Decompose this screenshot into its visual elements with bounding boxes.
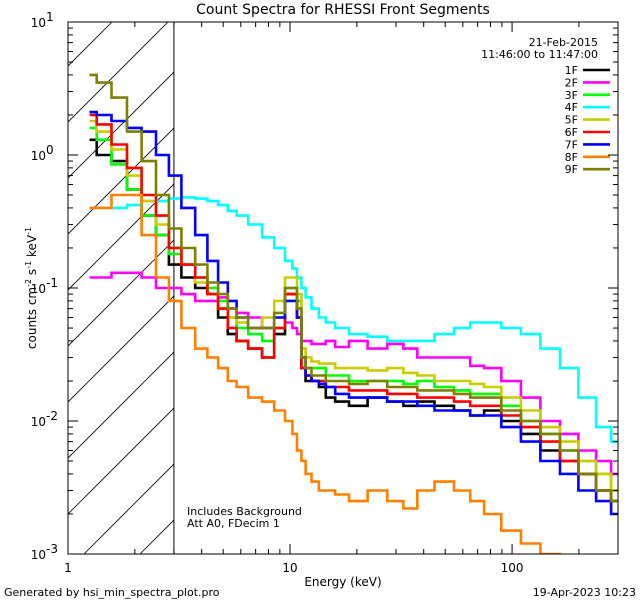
y-axis-label-exp3: -1 (24, 227, 33, 235)
hatch-line (68, 295, 174, 403)
series-line-4f (89, 196, 618, 443)
hatch-line (68, 22, 169, 123)
legend-label-7f: 7F (565, 138, 578, 151)
time-range-label: 11:46:00 to 11:47:00 (481, 48, 598, 61)
series-line-9f (89, 73, 618, 503)
x-axis-label: Energy (keV) (304, 575, 381, 589)
hatch-line (68, 407, 174, 515)
y-tick-exponent: 1 (46, 10, 54, 24)
note-background: Includes Background (187, 505, 302, 518)
x-tick-labels: 1 10 100 (64, 561, 523, 575)
hatch-line (68, 351, 174, 459)
footer-generated-by: Generated by hsi_min_spectra_plot.pro (4, 586, 220, 599)
y-tick-exponent: 0 (46, 143, 54, 157)
note-attenuator: Att A0, FDecim 1 (187, 517, 280, 530)
y-axis-label-exp1: -2 (24, 279, 33, 287)
date-label: 21-Feb-2015 (529, 36, 598, 49)
plot-frame (67, 21, 619, 555)
x-tick-label: 1 (64, 561, 72, 575)
series-line-8f (89, 193, 562, 554)
y-axis-label: counts cm-2 s-1 keV-1 (24, 227, 39, 349)
y-tick-label: 10 (31, 282, 46, 296)
y-tick-exponent: -2 (46, 409, 58, 423)
y-axis-label-main: counts cm (25, 287, 39, 349)
x-tick-label: 100 (501, 561, 524, 575)
hatch-lines (68, 0, 640, 554)
legend-label-5f: 5F (565, 114, 578, 127)
hatch-line (252, 0, 640, 554)
hatch-line (68, 239, 174, 347)
series-line-6f (89, 113, 618, 503)
series-line-7f (89, 110, 618, 516)
legend-label-6f: 6F (565, 126, 578, 139)
axis-ticks (67, 22, 619, 555)
legend-label-9f: 9F (565, 163, 578, 176)
y-tick-exponent: -1 (46, 276, 58, 290)
series-group (89, 73, 618, 554)
y-tick-exponent: -3 (46, 542, 58, 556)
y-axis-label-end: keV (25, 234, 39, 261)
y-tick-label: 10 (31, 149, 46, 163)
chart-title: Count Spectra for RHESSI Front Segments (196, 2, 490, 18)
legend-label-3f: 3F (565, 89, 578, 102)
y-axis-label-exp2: -1 (24, 261, 33, 269)
series-line-3f (89, 126, 618, 492)
hatch-line (68, 183, 174, 291)
y-axis-label-mid: s (25, 269, 39, 279)
footer-timestamp: 19-Apr-2023 10:23 (533, 586, 636, 599)
series-line-2f (89, 271, 618, 476)
y-tick-label: 10 (31, 548, 46, 562)
legend-label-1f: 1F (565, 64, 578, 77)
legend-label-2f: 2F (565, 76, 578, 89)
y-tick-label: 10 (31, 16, 46, 30)
legend-label-4f: 4F (565, 101, 578, 114)
legend-label-8f: 8F (565, 151, 578, 164)
y-tick-label: 10 (31, 415, 46, 429)
hatch-line (476, 0, 640, 554)
x-tick-label: 10 (282, 561, 297, 575)
hatch-line (68, 22, 113, 67)
